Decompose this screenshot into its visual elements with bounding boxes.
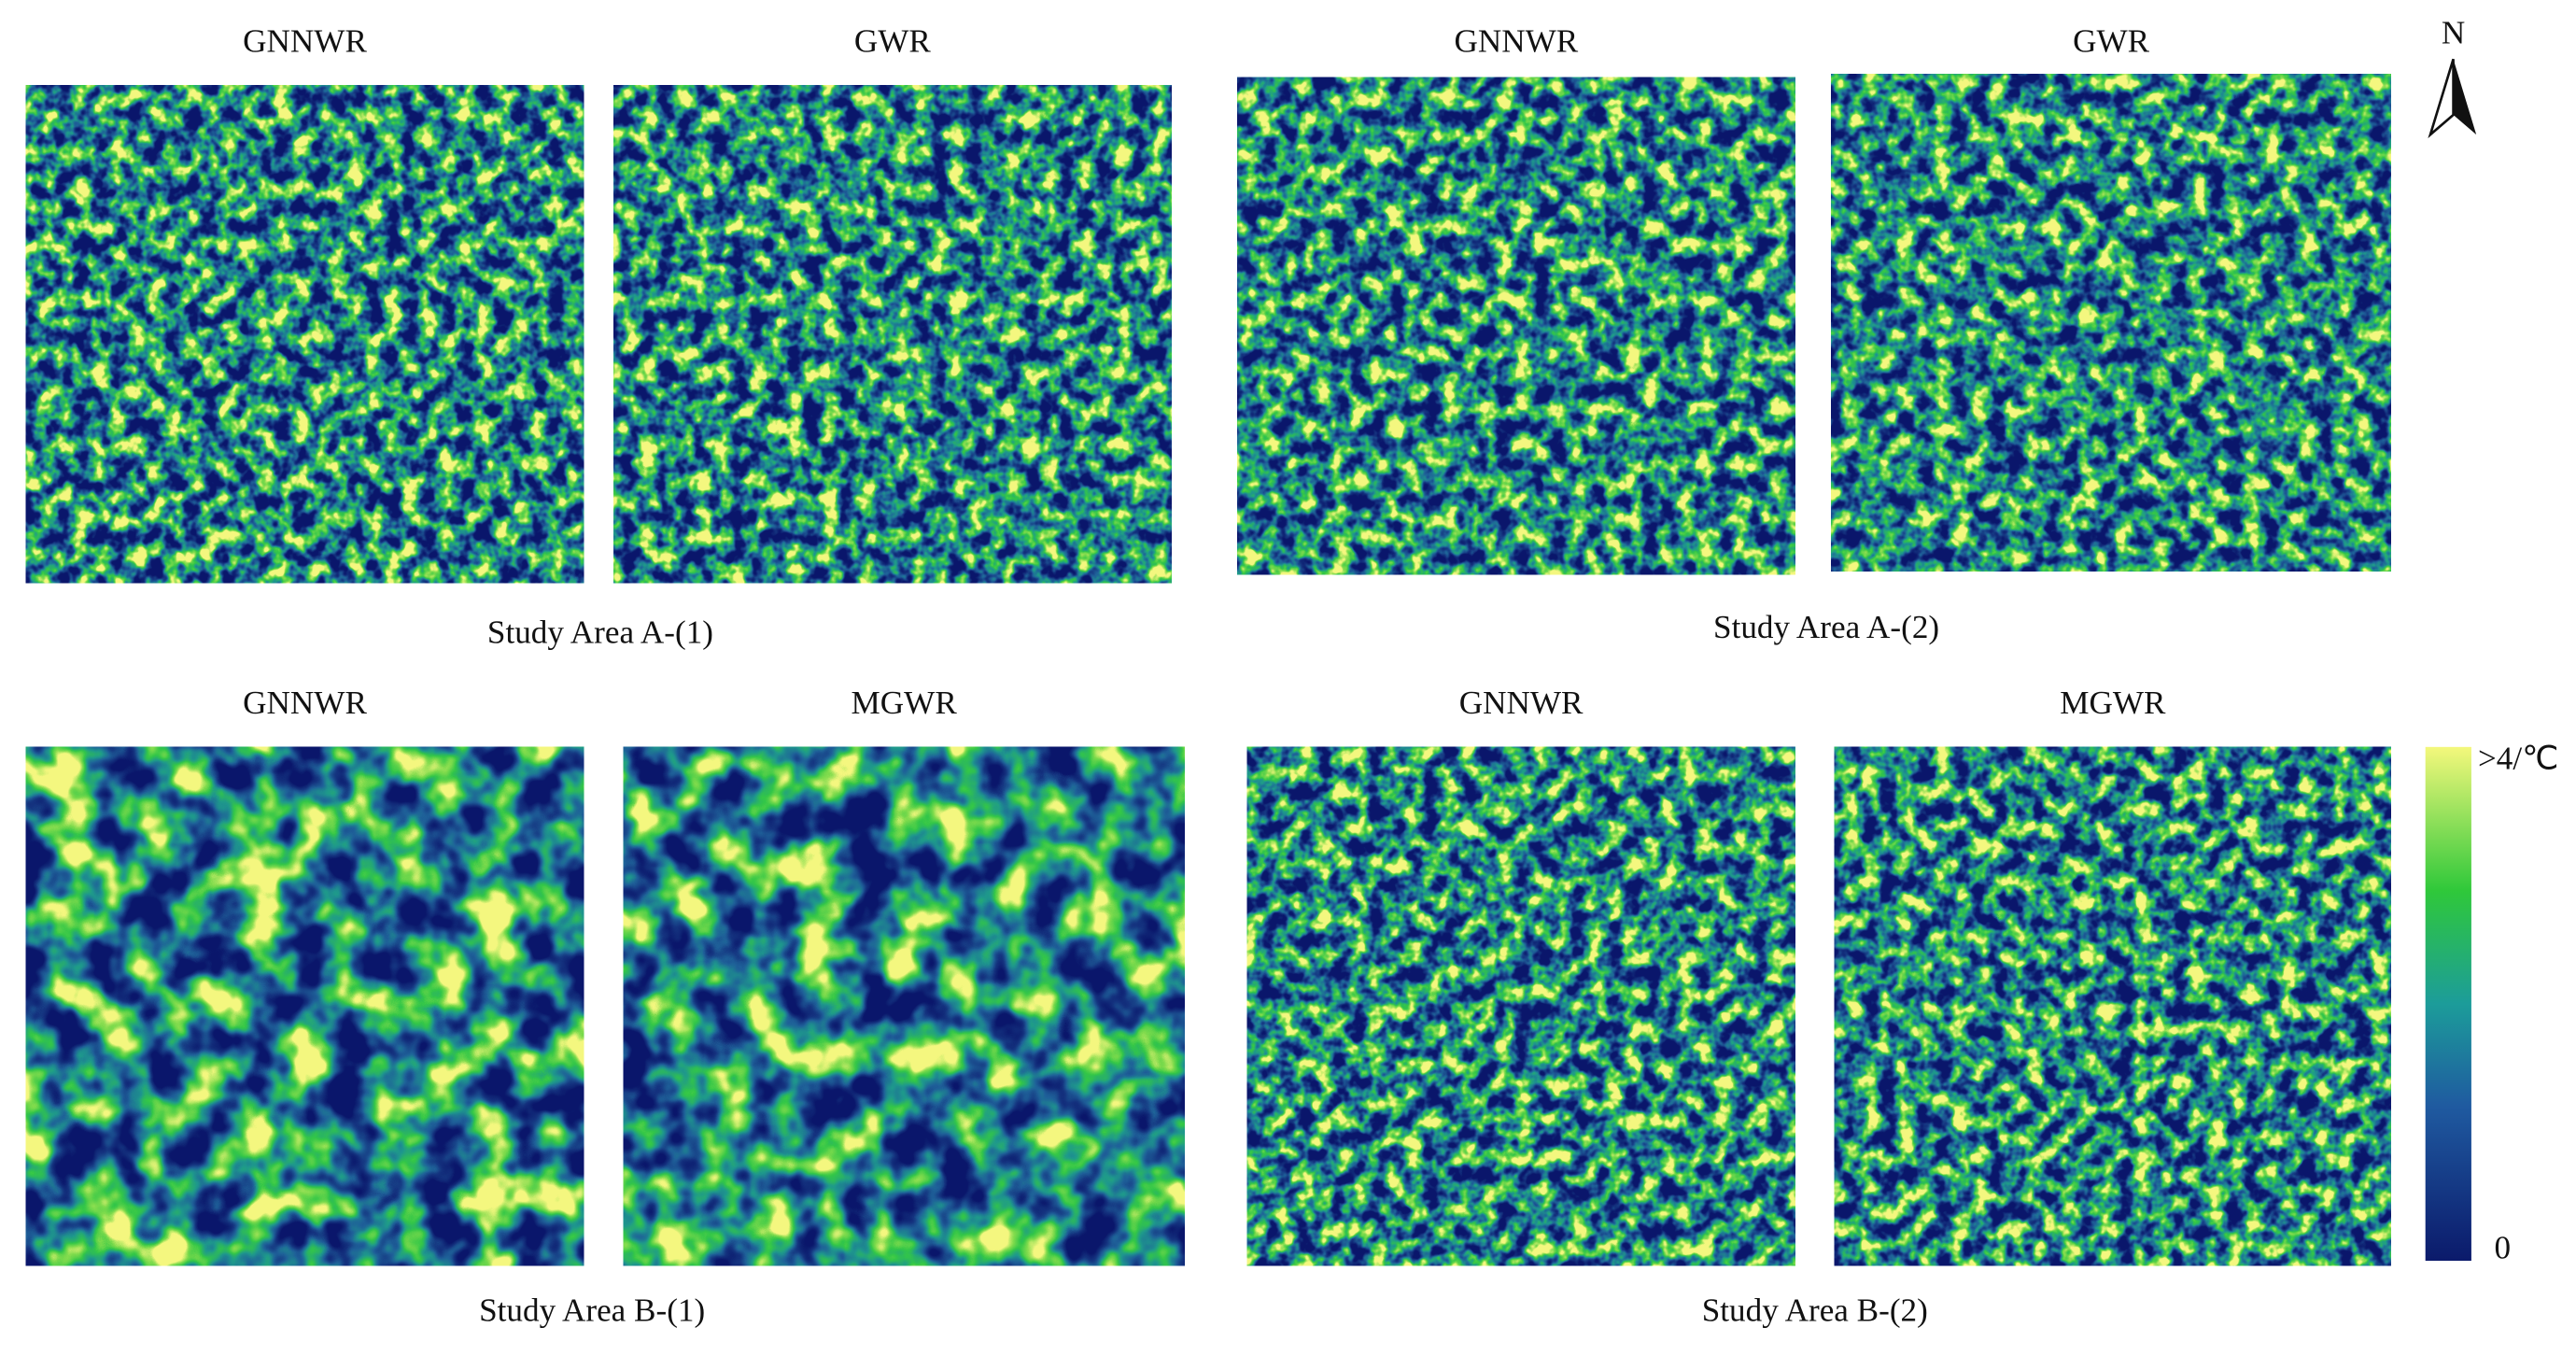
panel-title: GNNWR — [243, 23, 367, 60]
raster-map — [1237, 77, 1795, 575]
area-caption: Study Area A-(2) — [1713, 609, 1939, 645]
raster-map — [25, 85, 584, 584]
panel-title: GWR — [854, 23, 932, 60]
raster-map — [623, 746, 1185, 1266]
panel-title: GNNWR — [1459, 685, 1584, 721]
raster-map — [1834, 746, 2391, 1266]
raster-map — [25, 746, 584, 1266]
panel-title: GNNWR — [1454, 23, 1578, 60]
panel-title: MGWR — [2060, 685, 2166, 721]
raster-map — [1246, 746, 1795, 1266]
area-caption: Study Area B-(1) — [479, 1292, 705, 1328]
raster-map — [613, 85, 1172, 584]
area-caption: Study Area B-(2) — [1702, 1292, 1928, 1328]
colorbar-gradient — [2425, 746, 2471, 1262]
legend-min-label: 0 — [2495, 1230, 2512, 1266]
panel-title: GNNWR — [243, 685, 367, 721]
raster-map — [1831, 74, 2391, 572]
panel-title: MGWR — [852, 685, 958, 721]
study-area: GNNWR MGWR Study Area B-(2) — [1246, 685, 2391, 1328]
study-area: GNNWR MGWR Study Area B-(1) — [25, 685, 1185, 1328]
colorbar: >4/℃ 0 — [2425, 741, 2559, 1266]
study-area: GNNWR GWR Study Area A-(1) — [25, 23, 1172, 650]
area-caption: Study Area A-(1) — [487, 614, 713, 650]
panel-title: GWR — [2073, 23, 2150, 60]
north-arrow: N — [2428, 15, 2477, 139]
north-label: N — [2442, 15, 2465, 51]
study-area: GNNWR GWR Study Area A-(2) — [1237, 23, 2391, 645]
legend-max-label: >4/℃ — [2478, 741, 2559, 777]
